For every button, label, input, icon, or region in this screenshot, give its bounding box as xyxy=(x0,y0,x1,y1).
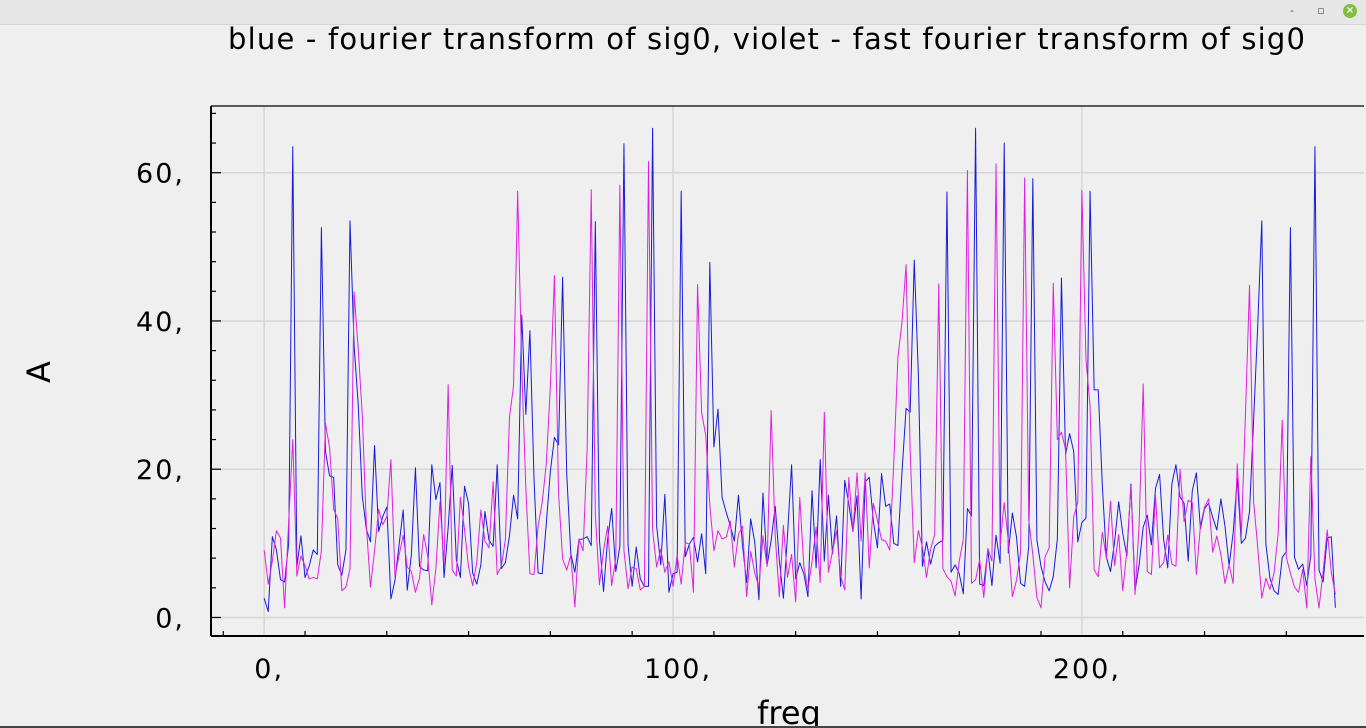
chart-title: blue - fourier transform of sig0, violet… xyxy=(228,22,1307,56)
grid-layer xyxy=(211,106,1364,636)
x-axis-label: freq xyxy=(757,694,821,728)
y-tick-label: 40, xyxy=(136,307,185,338)
series-line-1 xyxy=(263,161,1336,609)
x-tick-label: 0, xyxy=(254,654,284,685)
y-tick-label: 0, xyxy=(155,603,185,634)
y-axis-label: A xyxy=(20,361,58,383)
minimize-button[interactable]: - xyxy=(1290,4,1294,17)
close-button[interactable]: × xyxy=(1343,4,1357,18)
y-tick-label: 60, xyxy=(136,159,185,190)
x-tick-label: 200, xyxy=(1053,654,1121,685)
window-titlebar: - ▫ × xyxy=(0,0,1366,25)
restore-button[interactable]: ▫ xyxy=(1317,4,1325,17)
axes-layer: 0, 20, 40, 60, 0, 100, 200, xyxy=(136,105,1364,685)
window-bottom-border xyxy=(0,726,1366,728)
y-tick-label: 20, xyxy=(136,455,185,486)
x-tick-label: 100, xyxy=(644,654,712,685)
series-layer xyxy=(263,127,1336,613)
